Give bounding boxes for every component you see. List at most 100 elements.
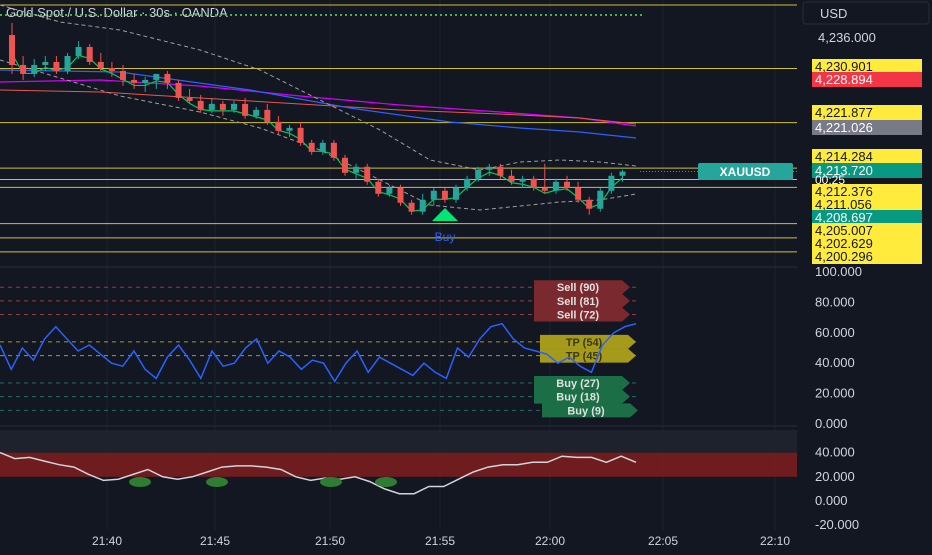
candle-body [364,166,371,182]
oscillator-signal-dot [375,477,397,487]
ma-green-line [11,53,623,212]
rsi-zone-label: Sell (81) [557,296,600,308]
oscillator-upper-band [0,430,797,453]
time-tick-label: 21:40 [92,534,122,548]
time-tick-label: 21:55 [425,534,455,548]
rsi-tick-label: 40.000 [815,355,855,370]
oscillator-tick-label: 20.000 [815,469,855,484]
candle-body [286,127,293,131]
buy-signal-label: Buy [435,230,456,244]
price-level-tag [812,249,922,264]
candle-body [64,55,71,71]
band-upper-line [0,4,637,171]
price-level-tag [812,184,922,199]
candle-body [208,103,215,110]
price-level-tag [812,59,922,74]
candle-body [519,178,526,182]
rsi-zone-label: Sell (90) [557,282,600,294]
price-level-label: 4,213.720 [815,163,873,178]
candle-body [564,181,570,188]
candle-body [408,202,415,212]
candle-body [330,142,337,158]
price-level-label: 4,205.007 [815,223,873,238]
rsi-zone-label: Buy (18) [556,392,600,404]
currency-label: USD [820,6,847,21]
rsi-tick-label: 80.000 [815,294,855,309]
candle-body [419,199,426,212]
candle-body [97,61,104,68]
candle-body [120,70,126,80]
candle-body [75,46,82,56]
rsi-zone-tag [534,375,630,390]
oscillator-overbought-zone [0,452,797,477]
candle-body [197,100,204,110]
chart-title: Gold Spot / U.S. Dollar · 30s · OANDA [6,5,228,20]
candle-body [297,127,304,143]
price-level-label: 4,228.894 [815,72,873,87]
currency-selector[interactable]: USD [802,1,930,25]
candle-body [397,187,404,203]
oscillator-tick-label: -20.000 [815,517,859,532]
candle-body [619,171,626,176]
candle-body [453,187,459,200]
candle-body [386,187,393,194]
price-level-label: 4,221.026 [815,120,873,135]
price-level-label: 4,208.697 [815,210,873,225]
candle-body [20,64,27,74]
candle-body [375,181,382,194]
price-level-label: 4,202.629 [815,236,873,251]
oscillator-line [0,451,637,495]
candle-body [497,166,504,176]
time-tick-label: 22:05 [648,534,678,548]
oscillator-tick-label: 0.000 [815,493,848,508]
ma-red-line [0,89,637,125]
candle-body [608,175,615,191]
rsi-tick-label: 20.000 [815,386,855,401]
candle-body [253,109,260,116]
candle-body [131,79,138,83]
oscillator-pane[interactable] [0,430,797,495]
candle-body [508,175,515,182]
symbol-badge: XAUUSD [698,163,793,180]
time-axis[interactable]: 21:40 21:45 21:50 21:55 22:00 22:05 22:10 [0,530,932,550]
rsi-zone-tag [534,280,630,295]
candle-body [597,190,604,209]
rsi-zone-tag [534,293,630,308]
candle-body [552,181,559,191]
candle-body [353,166,360,173]
rsi-zone-label: Buy (9) [567,405,605,417]
rsi-pane[interactable]: Sell (90) Sell (81) Sell (72) TP (54) TP (45… [0,280,640,418]
candle-body [231,103,237,110]
price-pane[interactable]: Buy [0,0,797,530]
rsi-tick-label: 60.000 [815,325,855,340]
candle-body [541,187,548,191]
candle-body [441,190,448,200]
ma-blue-line [0,69,637,139]
price-level-label: 4,200.296 [815,249,873,264]
price-axis[interactable]: 4,236.0004,200.0004,230.9014,228.8944,22… [798,26,932,546]
bar-countdown: 00:25 [815,173,845,187]
price-level-tag [812,149,922,164]
rsi-zone-tag [534,389,630,404]
price-level-label: 4,211.056 [815,197,872,212]
time-tick-label: 21:45 [200,534,230,548]
candle-body [86,46,93,62]
rsi-zone-label: TP (45) [566,351,603,363]
price-tick-label: 4,236.000 [818,30,876,45]
candle-body [575,187,582,200]
price-level-tag [812,197,922,212]
candle-body [586,199,593,209]
rsi-tick-label: 0.000 [815,416,848,431]
price-level-label: 4,230.901 [815,59,873,74]
candle-body [242,103,249,116]
rsi-zone-tag [542,403,638,418]
oscillator-tick-label: 40.000 [815,445,855,460]
candle-body [464,178,471,188]
rsi-zone-label: TP (54) [566,337,603,349]
candle-body [42,61,49,65]
candle-body [486,166,493,170]
oscillator-signal-dot [129,477,151,487]
candle-body [475,169,482,179]
